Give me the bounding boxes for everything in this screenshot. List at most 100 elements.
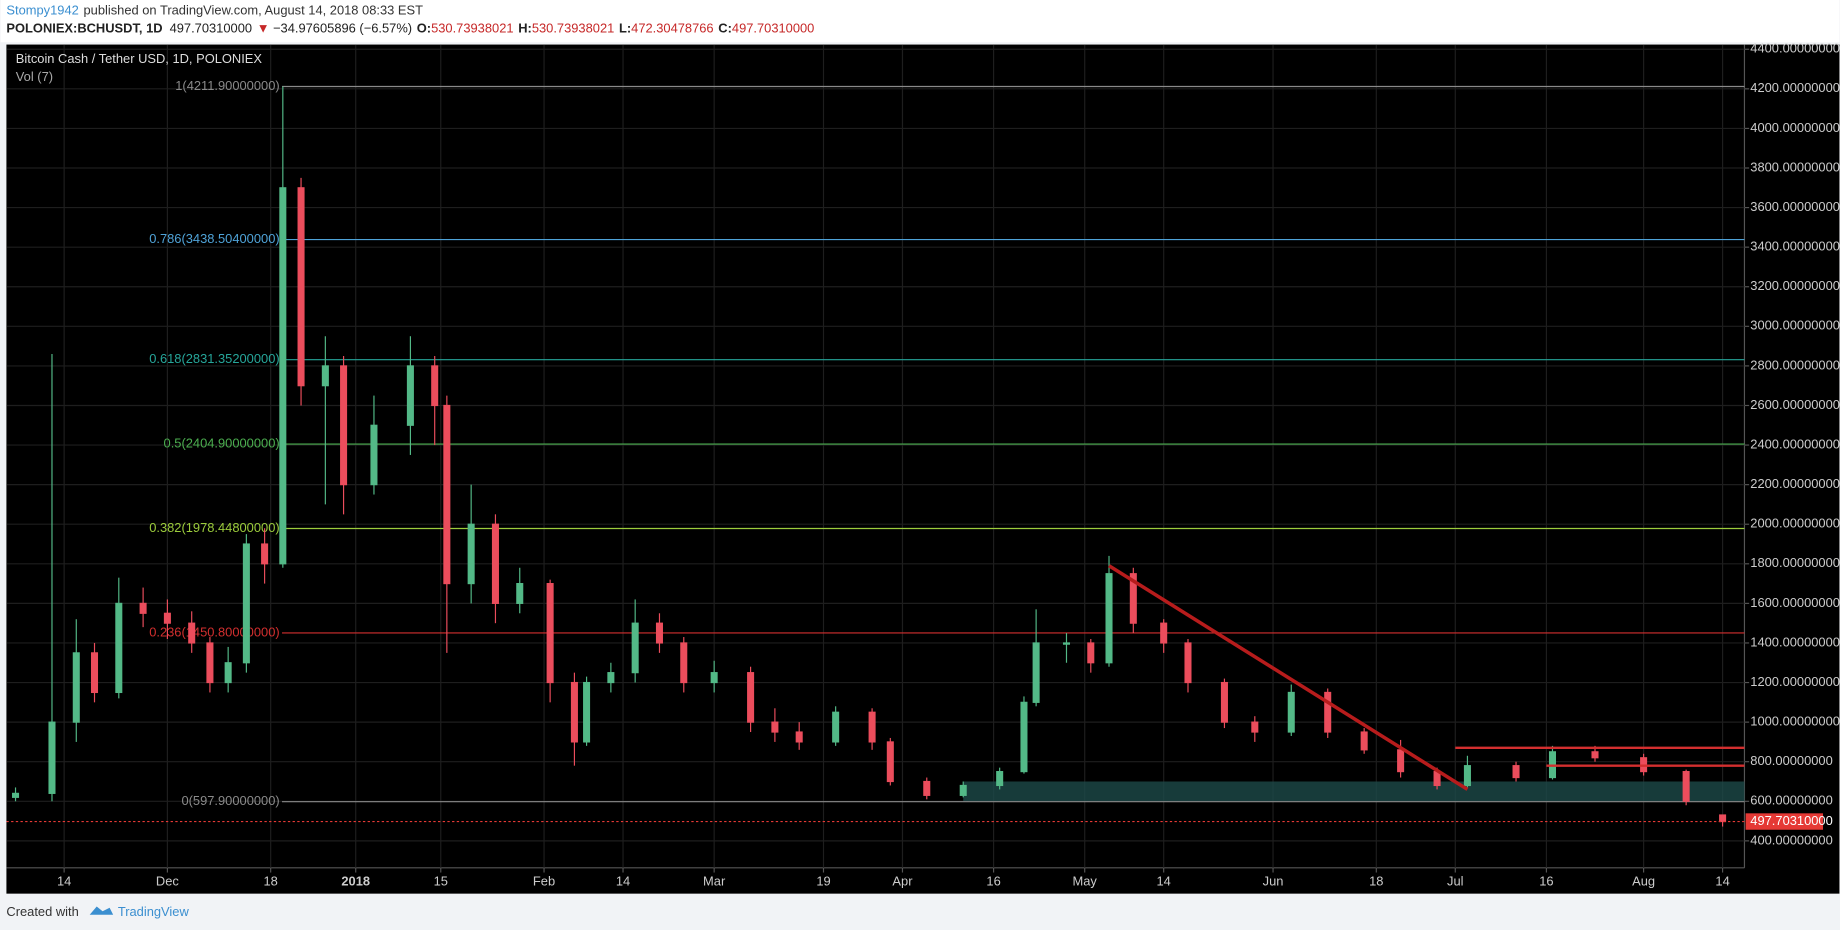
candle-body: [959, 784, 967, 796]
fib-label: 1(4211.90000000): [175, 78, 279, 93]
candle-body: [115, 602, 123, 694]
candle-body: [747, 672, 755, 723]
author[interactable]: Stompy1942: [6, 3, 78, 18]
x-tick-label: Apr: [892, 873, 913, 888]
y-tick-label: 4000.00000000: [1750, 120, 1840, 135]
published: published on TradingView.com, August 14,…: [84, 3, 424, 18]
x-tick-label: 2018: [341, 873, 370, 888]
candle-body: [516, 583, 524, 604]
fib-label: 0.786(3438.50400000): [149, 231, 279, 246]
fib-label: 0.236(1450.80000000): [149, 624, 279, 639]
l: 472.30478766: [631, 21, 713, 36]
grid: 400.00000000 600.00000000 800.00000000 1000…: [6, 41, 1840, 888]
candle-body: [1220, 681, 1228, 723]
candle-body: [1087, 642, 1095, 664]
last-price-box: [1745, 813, 1824, 830]
footer-brand[interactable]: TradingView: [118, 904, 190, 919]
x-tick-label: 18: [264, 873, 278, 888]
c-label: C:: [718, 21, 732, 36]
candle-body: [340, 365, 348, 486]
candle-body: [406, 365, 414, 426]
candle-body: [431, 365, 439, 407]
candle-body: [297, 187, 305, 387]
candle-body: [443, 404, 451, 585]
chart-title: Bitcoin Cash / Tether USD, 1D, POLONIEX: [16, 51, 263, 66]
candle-body: [1512, 765, 1520, 779]
y-tick-label: 800.00000000: [1750, 753, 1832, 768]
x-tick-label: 16: [986, 873, 1000, 888]
candle-body: [139, 602, 147, 614]
candle-body: [1160, 622, 1168, 644]
fib-label: 0.382(1978.44800000): [149, 520, 279, 535]
last: 497.70310000: [170, 21, 252, 36]
candle-body: [1360, 731, 1368, 751]
candle-body: [1397, 749, 1405, 773]
candle-body: [1251, 721, 1259, 733]
x-tick-label: 15: [434, 873, 448, 888]
candle-body: [570, 681, 578, 743]
symbol: POLONIEX:BCHUSDT, 1D: [6, 21, 162, 36]
candle-body: [680, 642, 688, 684]
y-tick-label: 3600.00000000: [1750, 199, 1840, 214]
candle-body: [1105, 573, 1113, 664]
candle-body: [163, 612, 171, 624]
candle-body: [224, 662, 232, 684]
candle-body: [1062, 642, 1071, 645]
x-tick-label: 14: [1715, 873, 1729, 888]
h-label: H:: [518, 21, 532, 36]
candle-body: [886, 741, 894, 783]
x-tick-label: 18: [1369, 873, 1383, 888]
candle-body: [795, 731, 803, 743]
candle-body: [655, 622, 663, 644]
fib-label: 0(597.90000000): [181, 793, 279, 808]
y-tick-label: 3400.00000000: [1750, 239, 1840, 254]
trend-line: [1108, 564, 1469, 791]
x-tick-label: Jun: [1263, 873, 1284, 888]
candle-body: [1324, 691, 1332, 733]
y-tick-label: 1400.00000000: [1750, 634, 1840, 649]
footer-created: Created with: [6, 904, 78, 919]
candle-body: [996, 771, 1004, 787]
x-tick-label: 16: [1539, 873, 1553, 888]
zone: [963, 781, 1745, 802]
change: −34.97605896 (−6.57%): [273, 21, 412, 36]
x-tick-label: Feb: [533, 873, 555, 888]
y-tick-label: 2000.00000000: [1750, 516, 1840, 531]
y-tick-label: 2800.00000000: [1750, 357, 1840, 372]
y-tick-label: 400.00000000: [1750, 832, 1832, 847]
x-tick-label: 14: [616, 873, 630, 888]
fib-label: 0.5(2404.90000000): [164, 435, 280, 450]
y-tick-label: 2200.00000000: [1750, 476, 1840, 491]
chart-panel: [6, 44, 1840, 894]
candle-body: [12, 792, 20, 798]
fib-label: 0.618(2831.35200000): [149, 351, 279, 366]
x-tick-label: 14: [1157, 873, 1171, 888]
y-tick-label: 1200.00000000: [1750, 674, 1840, 689]
candle-body: [546, 583, 554, 684]
candle-body: [832, 711, 840, 743]
c: 497.70310000: [732, 21, 814, 36]
volume-label: Vol (7): [16, 69, 53, 84]
candle-body: [491, 523, 499, 604]
candle-body: [771, 721, 779, 733]
candle-body: [1032, 642, 1040, 703]
plot: 1(4211.90000000) 0.786(3438.50400000) 0.61…: [6, 78, 1833, 830]
x-tick-label: May: [1073, 873, 1098, 888]
y-tick-label: 1000.00000000: [1750, 714, 1840, 729]
candle-body: [1719, 814, 1727, 823]
x-tick-label: 14: [57, 873, 71, 888]
o-label: O:: [417, 21, 431, 36]
tv-logo: [89, 906, 114, 915]
header-line-2: POLONIEX:BCHUSDT, 1D 497.70310000 ▼ −34.976…: [6, 21, 814, 36]
candle-body: [1682, 771, 1690, 802]
last-price-label: 497.70310000: [1750, 813, 1832, 828]
candle-body: [710, 672, 718, 684]
candle-body: [1129, 573, 1137, 624]
candle-body: [90, 652, 99, 694]
y-tick-label: 1800.00000000: [1750, 555, 1840, 570]
candle-body: [923, 780, 931, 796]
y-tick-label: 2600.00000000: [1750, 397, 1840, 412]
h: 530.73938021: [532, 21, 614, 36]
candle-body: [631, 622, 639, 674]
